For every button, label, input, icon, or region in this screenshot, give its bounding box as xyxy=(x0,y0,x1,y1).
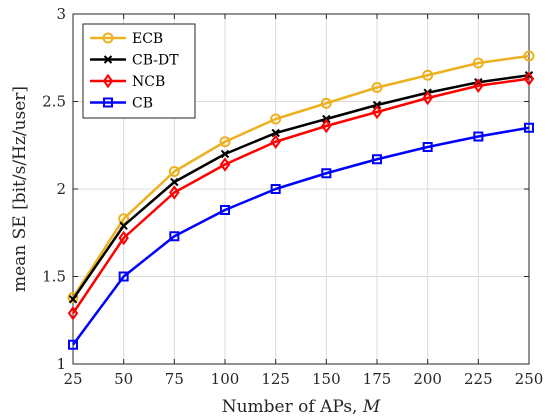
series-ncb-point xyxy=(321,118,332,134)
series-cb-dt-point xyxy=(170,177,179,187)
series-cb-dt xyxy=(68,71,534,304)
x-axis-label-text: Number of APs, xyxy=(222,397,363,417)
series-layer xyxy=(67,50,535,350)
series-ecb-point xyxy=(320,97,332,109)
series-ecb-point xyxy=(422,69,434,81)
series-ncb-point xyxy=(270,134,281,149)
series-cb xyxy=(68,122,534,350)
series-cb-line xyxy=(71,126,530,346)
series-ncb xyxy=(67,71,535,321)
series-ecb-point xyxy=(219,136,231,148)
axis-ticks: 25 50 75 100 125 150 175 200 225 250 1 1.5 2 2.5 3 xyxy=(42,5,543,388)
series-cb-dt-line xyxy=(71,74,530,300)
y-tick-label: 2.5 xyxy=(42,93,66,111)
legend-ncb-swatch-point xyxy=(102,73,114,89)
series-ncb-line xyxy=(71,77,530,314)
series-ecb-point xyxy=(523,50,535,62)
x-tick-label: 150 xyxy=(312,370,341,388)
legend-ncb-label: NCB xyxy=(132,74,165,90)
legend-ecb: ECB xyxy=(90,31,163,47)
series-cb-dt-point xyxy=(220,149,230,159)
x-tick-label: 175 xyxy=(363,370,392,388)
series-ncb-point xyxy=(169,185,180,200)
series-cb-dt-point xyxy=(68,295,78,304)
x-axis-label-variable: M xyxy=(362,397,381,417)
series-ecb-point xyxy=(472,57,484,69)
series-cb-point xyxy=(270,184,281,194)
x-tick-label: 25 xyxy=(63,370,82,388)
legend-ecb-label: ECB xyxy=(132,31,163,47)
legend-cb: CB xyxy=(90,96,153,112)
y-axis-label: mean SE [bit/s/Hz/user] xyxy=(10,86,30,292)
series-cb-point xyxy=(524,122,534,133)
series-ncb-point xyxy=(422,90,433,106)
x-tick-label: 200 xyxy=(413,370,442,388)
series-ecb xyxy=(67,50,535,303)
series-cb-point xyxy=(169,231,180,242)
legend-cb-dt-label: CB-DT xyxy=(132,53,179,69)
x-tick-label: 75 xyxy=(165,370,184,388)
series-ncb-point xyxy=(473,78,484,93)
series-ncb-point xyxy=(219,157,231,172)
series-ecb-line xyxy=(71,54,530,299)
series-cb-point xyxy=(422,142,433,152)
x-axis-label: Number of APs, M xyxy=(222,397,381,417)
legend-ncb: NCB xyxy=(90,73,165,90)
series-cb-point xyxy=(372,154,382,165)
series-ecb-point xyxy=(118,213,130,225)
series-cb-dt-point xyxy=(271,128,280,138)
y-tick-label: 1 xyxy=(56,355,66,373)
series-ncb-point xyxy=(371,104,383,120)
series-ecb-point xyxy=(168,166,180,177)
legend-box xyxy=(82,23,196,119)
series-ncb-point xyxy=(523,71,535,86)
x-tick-label: 100 xyxy=(211,370,240,388)
y-tick-label: 3 xyxy=(56,5,66,23)
legend-cb-swatch-point xyxy=(103,97,113,108)
series-cb-point xyxy=(118,271,129,282)
series-cb-point xyxy=(68,339,78,350)
series-ecb-point xyxy=(270,113,282,125)
series-cb-point xyxy=(321,168,332,179)
legend: ECB CB-DT NCB CB xyxy=(82,23,196,119)
series-cb-point xyxy=(473,131,484,142)
legend-cb-label: CB xyxy=(132,96,153,112)
y-tick-label: 2 xyxy=(56,180,66,198)
y-tick-label: 1.5 xyxy=(42,268,66,286)
series-ecb-point xyxy=(67,292,79,303)
x-tick-label: 50 xyxy=(114,370,133,388)
series-cb-dt-point xyxy=(119,221,128,230)
series-ncb-point xyxy=(118,230,129,246)
legend-cb-dt: CB-DT xyxy=(90,53,179,69)
series-ecb-point xyxy=(371,82,383,93)
legend-cb-dt-swatch-point xyxy=(103,55,113,64)
series-cb-point xyxy=(220,205,230,215)
series-ncb-point xyxy=(67,306,79,321)
x-tick-label: 125 xyxy=(261,370,290,388)
x-tick-label: 250 xyxy=(515,370,544,388)
legend-ecb-swatch-point xyxy=(102,32,114,44)
x-tick-label: 225 xyxy=(464,370,493,388)
